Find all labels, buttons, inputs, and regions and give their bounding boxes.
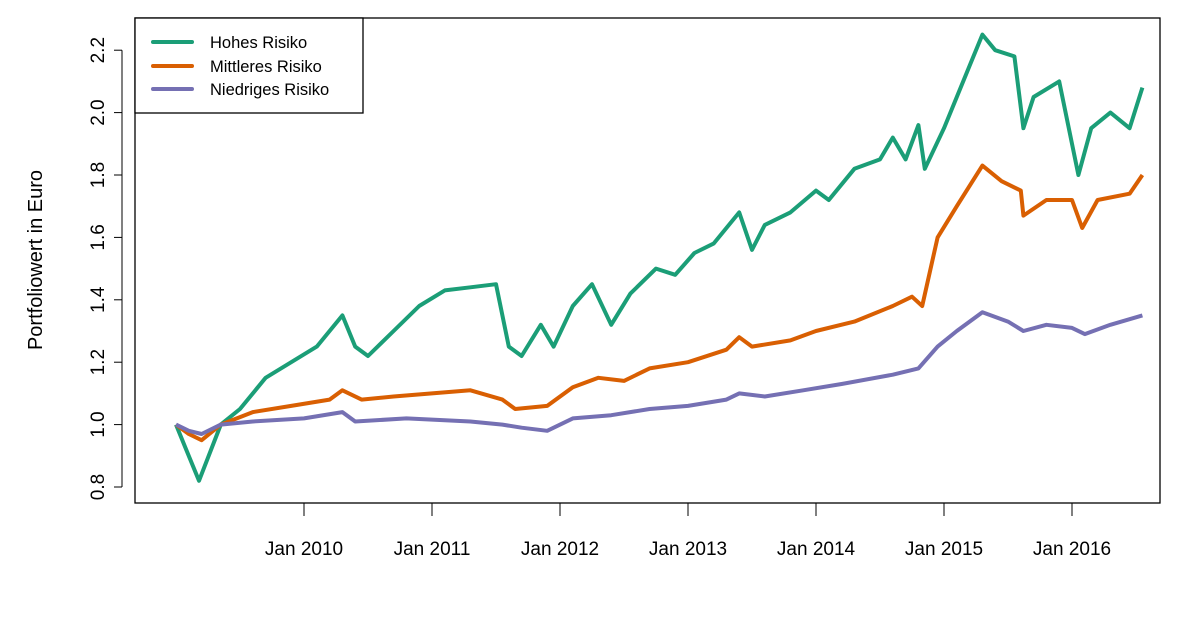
x-axis: Jan 2010 Jan 2011 Jan 2012 Jan 2013 Jan 2014…	[265, 502, 1111, 560]
x-tick-label: Jan 2011	[394, 539, 471, 560]
series-line-medium	[174, 163, 1145, 443]
y-tick-label: 1.8	[88, 162, 109, 188]
legend-label-high: Hohes Risiko	[210, 34, 307, 52]
y-tick-label: 2.0	[88, 99, 109, 125]
y-tick-label: 0.8	[88, 474, 109, 500]
series-lines	[174, 32, 1145, 483]
x-tick-label: Jan 2015	[905, 539, 983, 560]
y-tick-label: 1.2	[88, 349, 109, 375]
y-axis: 0.8 1.0 1.2 1.4 1.6 1.8 2.0 2.2	[88, 37, 123, 500]
x-tick-label: Jan 2010	[265, 539, 343, 560]
y-tick-label: 1.4	[88, 286, 109, 313]
y-tick-label: 1.0	[88, 411, 109, 437]
series-line-low	[175, 310, 1143, 436]
y-tick-label: 1.6	[88, 224, 109, 250]
legend-label-low: Niedriges Risiko	[210, 81, 329, 99]
x-tick-label: Jan 2014	[777, 539, 856, 560]
y-tick-label: 2.2	[88, 37, 109, 63]
y-axis-label: Portfoliowert in Euro	[25, 170, 47, 350]
series-line-high	[174, 32, 1145, 483]
x-tick-label: Jan 2012	[521, 539, 599, 560]
legend-label-medium: Mittleres Risiko	[210, 58, 322, 76]
x-tick-label: Jan 2013	[649, 539, 727, 560]
x-tick-label: Jan 2016	[1033, 539, 1111, 560]
legend: Hohes Risiko Mittleres Risiko Niedriges …	[134, 17, 364, 114]
